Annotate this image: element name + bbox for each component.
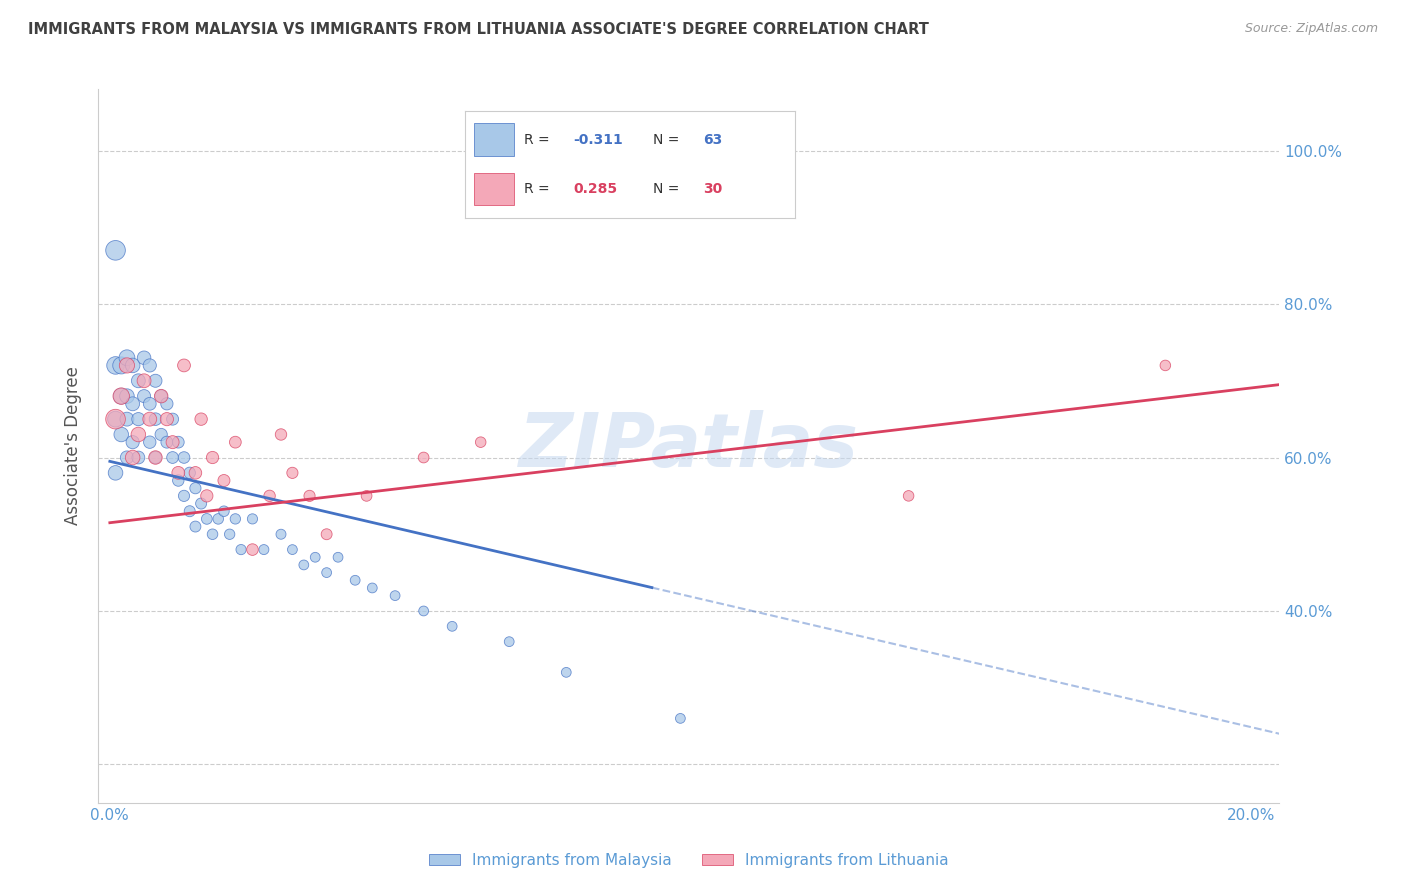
Text: ZIPatlas: ZIPatlas [519, 409, 859, 483]
Point [156, 412, 179, 426]
Point [441, 619, 464, 633]
Point [167, 466, 190, 480]
Point [110, 389, 132, 403]
Point [384, 589, 406, 603]
Point [212, 504, 235, 518]
Point [1154, 359, 1177, 373]
Point [110, 359, 132, 373]
Point [184, 519, 207, 533]
Point [897, 489, 920, 503]
Point [104, 412, 127, 426]
Point [179, 466, 201, 480]
Point [173, 450, 195, 465]
Point [132, 389, 155, 403]
Point [150, 389, 173, 403]
Point [121, 397, 143, 411]
Point [139, 412, 162, 426]
Point [344, 574, 367, 588]
Point [555, 665, 578, 680]
Point [315, 566, 337, 580]
Text: IMMIGRANTS FROM MALAYSIA VS IMMIGRANTS FROM LITHUANIA ASSOCIATE'S DEGREE CORRELA: IMMIGRANTS FROM MALAYSIA VS IMMIGRANTS F… [28, 22, 929, 37]
Point [115, 389, 138, 403]
Point [281, 542, 304, 557]
Point [201, 450, 224, 465]
Point [190, 497, 212, 511]
Point [224, 512, 246, 526]
Point [145, 450, 167, 465]
Point [162, 412, 184, 426]
Point [212, 474, 235, 488]
Point [281, 466, 304, 480]
Point [156, 435, 179, 450]
Point [242, 542, 264, 557]
Point [361, 581, 384, 595]
Point [167, 474, 190, 488]
Point [201, 527, 224, 541]
Point [145, 412, 167, 426]
Point [139, 359, 162, 373]
Point [139, 435, 162, 450]
Point [470, 435, 492, 450]
Point [229, 542, 252, 557]
Point [218, 527, 240, 541]
Point [132, 351, 155, 365]
Point [207, 512, 229, 526]
Point [412, 450, 434, 465]
Point [145, 450, 167, 465]
Point [184, 481, 207, 495]
Point [115, 359, 138, 373]
Point [156, 397, 179, 411]
Point [298, 489, 321, 503]
Point [150, 389, 173, 403]
Point [190, 412, 212, 426]
Point [104, 466, 127, 480]
Point [121, 435, 143, 450]
Text: Source: ZipAtlas.com: Source: ZipAtlas.com [1244, 22, 1378, 36]
Point [179, 504, 201, 518]
Point [669, 711, 692, 725]
Point [115, 351, 138, 365]
Point [104, 244, 127, 258]
Point [224, 435, 246, 450]
Point [127, 374, 149, 388]
Point [173, 489, 195, 503]
Point [121, 450, 143, 465]
Point [498, 634, 520, 648]
Point [115, 412, 138, 426]
Point [127, 450, 149, 465]
Point [132, 374, 155, 388]
Point [127, 412, 149, 426]
Point [270, 527, 292, 541]
Point [167, 435, 190, 450]
Point [104, 359, 127, 373]
Point [162, 435, 184, 450]
Point [150, 427, 173, 442]
Point [315, 527, 337, 541]
Point [242, 512, 264, 526]
Y-axis label: Associate's Degree: Associate's Degree [65, 367, 83, 525]
Point [356, 489, 378, 503]
Point [110, 389, 132, 403]
Point [253, 542, 276, 557]
Point [259, 489, 281, 503]
Point [412, 604, 434, 618]
Point [184, 466, 207, 480]
Point [121, 359, 143, 373]
Point [139, 397, 162, 411]
Point [115, 450, 138, 465]
Point [145, 374, 167, 388]
Point [304, 550, 326, 565]
Point [292, 558, 315, 572]
Point [270, 427, 292, 442]
Point [104, 412, 127, 426]
Point [173, 359, 195, 373]
Legend: Immigrants from Malaysia, Immigrants from Lithuania: Immigrants from Malaysia, Immigrants fro… [423, 847, 955, 873]
Point [326, 550, 349, 565]
Point [195, 489, 218, 503]
Point [195, 512, 218, 526]
Point [162, 450, 184, 465]
Point [110, 427, 132, 442]
Point [127, 427, 149, 442]
